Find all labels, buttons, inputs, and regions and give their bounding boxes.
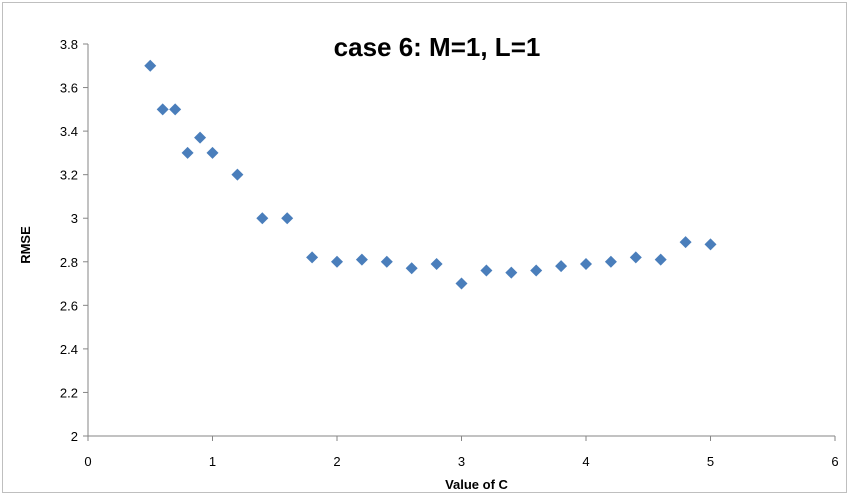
data-point-diamond xyxy=(530,264,543,277)
data-point-diamond xyxy=(654,253,667,266)
y-tick-label: 2 xyxy=(71,429,78,444)
y-tick-label: 3.4 xyxy=(60,124,78,139)
data-point-diamond xyxy=(144,59,157,72)
x-tick-label: 1 xyxy=(209,454,216,469)
y-tick-label: 2.8 xyxy=(60,255,78,270)
data-point-diamond xyxy=(604,255,617,268)
y-tick-label: 3 xyxy=(71,211,78,226)
data-point-diamond xyxy=(505,266,518,279)
data-point-diamond xyxy=(455,277,468,290)
y-tick-label: 2.6 xyxy=(60,298,78,313)
data-point-diamond xyxy=(355,253,368,266)
data-point-diamond xyxy=(231,168,244,181)
x-tick-label: 3 xyxy=(458,454,465,469)
data-point-diamond xyxy=(169,103,182,116)
x-tick-label: 2 xyxy=(333,454,340,469)
chart-title: case 6: M=1, L=1 xyxy=(334,32,541,62)
y-tick-label: 3.2 xyxy=(60,168,78,183)
x-tick-label: 4 xyxy=(582,454,589,469)
data-point-diamond xyxy=(380,255,393,268)
y-tick-label: 3.6 xyxy=(60,81,78,96)
data-points xyxy=(144,59,717,290)
data-point-diamond xyxy=(256,212,269,225)
y-tick-label: 3.8 xyxy=(60,37,78,52)
data-point-diamond xyxy=(629,251,642,264)
data-point-diamond xyxy=(430,257,443,270)
data-point-diamond xyxy=(281,212,294,225)
x-tick-group: 0 1 2 3 4 5 6 xyxy=(84,436,839,469)
data-point-diamond xyxy=(704,238,717,251)
x-tick-label: 0 xyxy=(84,454,91,469)
data-point-diamond xyxy=(480,264,493,277)
y-axis-title: RMSE xyxy=(18,226,33,264)
y-tick-label: 2.2 xyxy=(60,385,78,400)
data-point-diamond xyxy=(194,131,207,144)
data-point-diamond xyxy=(206,146,219,159)
data-point-diamond xyxy=(405,262,418,275)
data-point-diamond xyxy=(555,260,568,273)
data-point-diamond xyxy=(181,146,194,159)
x-axis-title: Value of C xyxy=(445,477,508,492)
data-point-diamond xyxy=(306,251,319,264)
y-tick-label: 2.4 xyxy=(60,342,78,357)
data-point-diamond xyxy=(679,236,692,249)
data-point-diamond xyxy=(156,103,169,116)
x-tick-label: 6 xyxy=(831,454,838,469)
data-point-diamond xyxy=(331,255,343,268)
y-tick-group: 2 2.2 2.4 2.6 2.8 3 3.2 3.4 3.6 3.8 xyxy=(60,37,88,444)
data-point-diamond xyxy=(580,257,592,270)
x-tick-label: 5 xyxy=(707,454,714,469)
